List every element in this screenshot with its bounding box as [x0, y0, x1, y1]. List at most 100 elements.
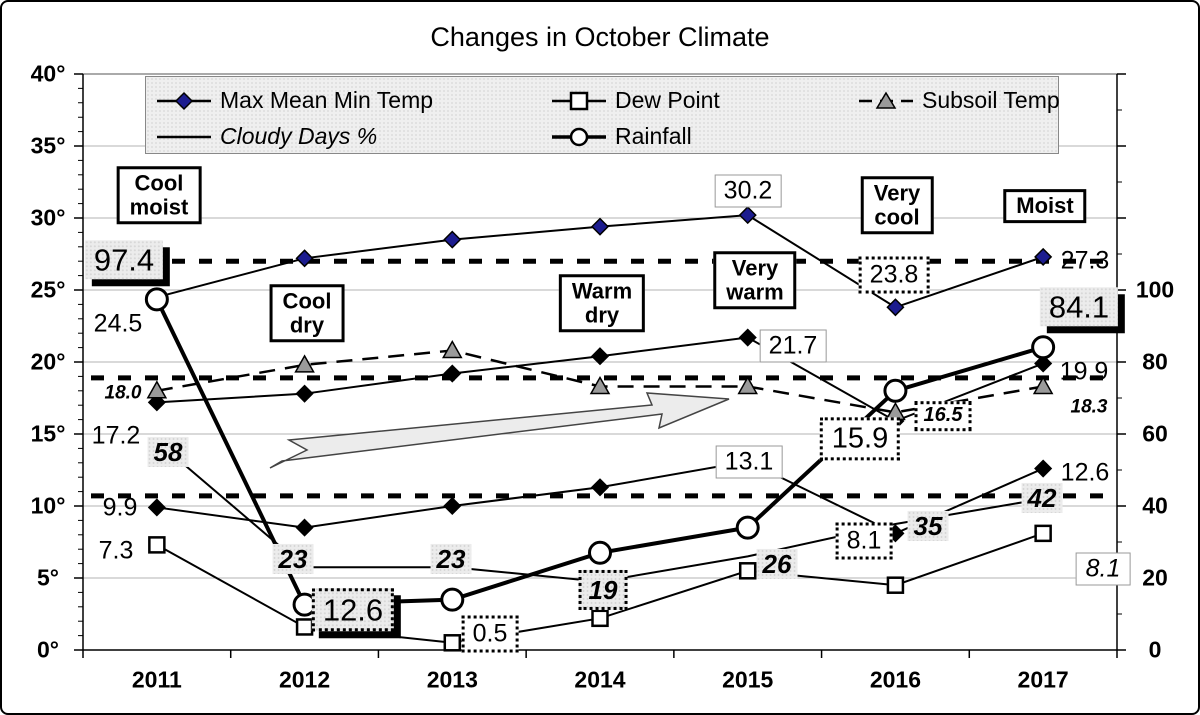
marker-diamond-min-temp	[295, 518, 314, 537]
marker-circle-rainfall	[144, 287, 169, 312]
legend-item-max-mean-min-temp: Max Mean Min Temp	[156, 87, 433, 114]
legend-item-cloudy-days: Cloudy Days %	[156, 123, 377, 150]
y-axis-right-tick-label: 20	[1142, 564, 1168, 591]
x-axis-year-label: 2012	[278, 666, 331, 693]
annotation-box-cool-dry: Cool dry	[269, 284, 345, 342]
x-axis-year-label: 2013	[426, 666, 478, 693]
y-axis-left-tick-label: 30°	[30, 204, 66, 231]
marker-triangle-subsoil-temp	[294, 354, 315, 373]
data-label-dew-point-2017: 8.1	[1075, 552, 1131, 586]
marker-square-dew-point	[443, 634, 462, 652]
marker-triangle-subsoil-temp	[442, 339, 463, 359]
y-axis-left-tick-label: 40°	[30, 60, 66, 87]
marker-square-dew-point	[738, 562, 757, 580]
marker-square-dew-point	[1034, 524, 1052, 543]
marker-square-dew-point	[886, 576, 905, 594]
marker-square-dew-point	[591, 609, 609, 628]
data-label-min-temp-2017: 12.6	[1060, 458, 1110, 487]
square-marker-icon	[552, 91, 606, 110]
annotation-box-very-cool: Very cool	[860, 176, 934, 234]
x-axis-year-label: 2016	[869, 666, 922, 693]
marker-diamond-mean-temp	[590, 347, 610, 366]
marker-circle-rainfall	[588, 540, 612, 565]
data-label-min-temp-2016: 8.1	[835, 522, 893, 560]
marker-diamond-min-temp	[1034, 459, 1053, 478]
data-label-cloudy-days--2016: 35	[907, 510, 949, 542]
marker-square-dew-point	[295, 618, 314, 636]
marker-diamond-mean-temp	[1034, 354, 1053, 373]
y-axis-right-tick-label: 100	[1135, 276, 1175, 303]
x-axis-year-label: 2017	[1017, 666, 1069, 693]
y-axis-left-tick-label: 0°	[37, 636, 59, 663]
data-label-cloudy-days--2013: 23	[430, 543, 472, 575]
marker-diamond-min-temp	[443, 496, 462, 516]
data-label-max-temp-2017: 27.3	[1060, 246, 1110, 275]
legend-label: Cloudy Days %	[220, 123, 378, 149]
y-axis-left-tick-label: 35°	[30, 132, 66, 159]
marker-diamond-mean-temp	[738, 328, 757, 347]
marker-triangle-subsoil-temp	[589, 375, 611, 395]
marker-diamond-max-temp	[738, 206, 757, 225]
data-label-dew-point-2011: 7.3	[98, 536, 134, 565]
legend-item-rainfall: Rainfall	[551, 123, 692, 150]
marker-diamond-max-temp	[886, 298, 905, 317]
y-axis-left-tick-label: 25°	[30, 276, 66, 303]
data-label-rainfall-2011: 97.4	[84, 240, 164, 280]
chart-legend: Max Mean Min Temp Dew Point Subsoil Temp…	[145, 76, 1060, 154]
data-label-rainfall-2012: 12.6	[311, 588, 395, 632]
data-label-subsoil-temp-2016: 16.5	[914, 401, 972, 431]
marker-triangle-subsoil-temp	[1032, 375, 1054, 395]
marker-circle-rainfall	[440, 587, 465, 612]
y-axis-right-tick-label: 60	[1142, 420, 1168, 447]
marker-circle-rainfall	[735, 515, 760, 540]
data-label-cloudy-days--2017: 42	[1021, 482, 1063, 514]
x-axis-year-label: 2011	[131, 666, 182, 693]
data-label-rainfall-2017: 84.1	[1039, 287, 1119, 327]
data-label-cloudy-days--2011: 58	[147, 436, 189, 468]
marker-circle-rainfall	[883, 378, 908, 403]
data-label-dew-point-2013: 0.5	[461, 615, 519, 653]
marker-diamond-max-temp	[443, 230, 462, 249]
marker-circle-rainfall	[1031, 335, 1056, 360]
marker-diamond-min-temp	[590, 478, 610, 497]
marker-diamond-max-temp	[1034, 247, 1053, 266]
circle-marker-icon	[552, 127, 606, 146]
annotation-box-very-warm: Very warm	[713, 251, 797, 309]
marker-diamond-min-temp	[147, 498, 166, 517]
line-marker-icon	[157, 135, 211, 138]
x-axis-year-label: 2015	[722, 666, 774, 693]
data-label-min-temp-2011: 9.9	[102, 493, 138, 522]
data-label-subsoil-temp-2017: 18.3	[1070, 396, 1108, 418]
legend-label: Subsoil Temp	[922, 87, 1060, 113]
y-axis-right-tick-label: 40	[1142, 492, 1168, 519]
data-label-cloudy-days--2014: 19	[578, 569, 628, 611]
data-label-mean-temp-2011: 17.2	[91, 421, 141, 450]
diamond-marker-icon	[157, 91, 211, 110]
data-label-subsoil-temp-2011: 18.0	[104, 382, 142, 404]
triangle-marker-icon	[859, 91, 913, 109]
annotation-box-moist: Moist	[1003, 189, 1087, 223]
y-axis-right-tick-label: 0	[1148, 636, 1162, 663]
data-label-cloudy-days--2015: 26	[756, 548, 798, 580]
data-label-cloudy-days--2012: 23	[272, 543, 314, 575]
y-axis-left-tick-label: 15°	[30, 420, 66, 447]
data-label-min-temp-2015: 13.1	[715, 445, 783, 479]
data-label-max-temp-2016: 23.8	[858, 256, 930, 294]
y-axis-left-tick-label: 20°	[30, 348, 66, 375]
data-label-mean-temp-2015: 21.7	[759, 329, 827, 363]
marker-triangle-subsoil-temp	[737, 375, 758, 395]
data-label-max-temp-2011: 24.5	[93, 309, 143, 338]
legend-item-dew-point: Dew Point	[551, 87, 720, 114]
legend-item-subsoil-temp: Subsoil Temp	[858, 87, 1060, 114]
marker-diamond-max-temp	[295, 249, 314, 268]
y-axis-left-tick-label: 5°	[37, 564, 59, 591]
data-label-mean-temp-2017: 19.9	[1059, 357, 1109, 386]
marker-triangle-subsoil-temp	[146, 380, 168, 399]
marker-square-dew-point	[148, 536, 166, 554]
legend-label: Max Mean Min Temp	[220, 87, 434, 113]
legend-label: Rainfall	[615, 123, 692, 149]
y-axis-left-tick-label: 10°	[30, 492, 66, 519]
trend-arrow	[269, 392, 730, 469]
